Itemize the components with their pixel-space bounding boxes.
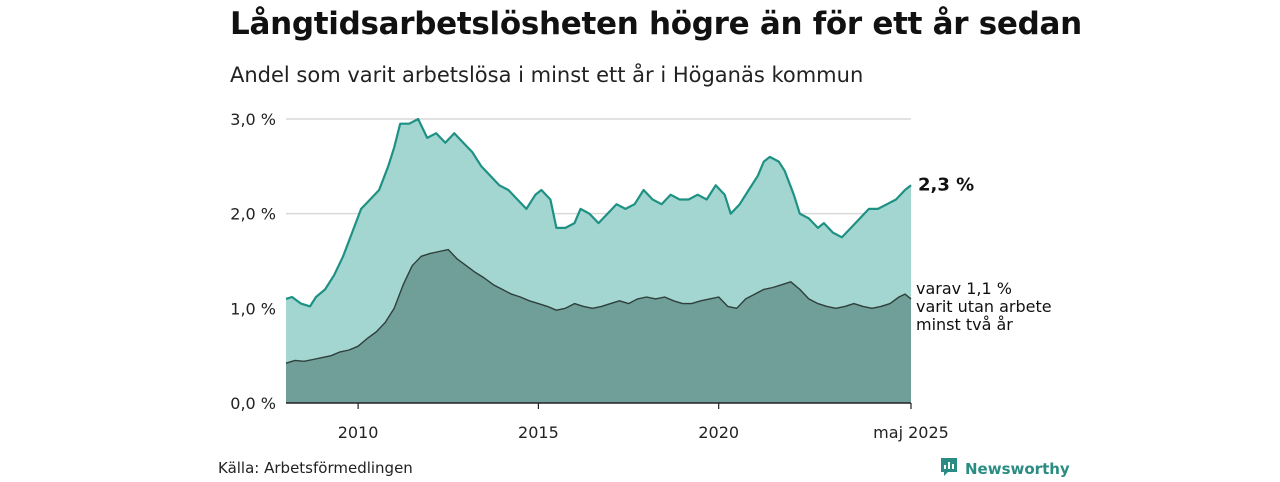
y-tick-label: 0,0 % bbox=[230, 394, 276, 413]
lower-end-label: varav 1,1 % bbox=[916, 279, 1012, 298]
lower-end-label: varit utan arbete bbox=[916, 297, 1052, 316]
area-layer bbox=[286, 119, 911, 403]
y-tick-label: 3,0 % bbox=[230, 110, 276, 129]
x-tick-label: 2015 bbox=[518, 423, 559, 442]
brand[interactable]: Newsworthy bbox=[939, 456, 1070, 482]
x-tick-label: 2020 bbox=[698, 423, 739, 442]
source-label: Källa: Arbetsförmedlingen bbox=[218, 459, 413, 477]
x-tick-label: maj 2025 bbox=[873, 423, 949, 442]
y-tick-label: 2,0 % bbox=[230, 205, 276, 224]
brand-name: Newsworthy bbox=[965, 460, 1070, 478]
upper-end-label: 2,3 % bbox=[918, 174, 974, 195]
x-tick-label: 2010 bbox=[338, 423, 379, 442]
lower-end-label: minst två år bbox=[916, 315, 1013, 334]
y-tick-label: 1,0 % bbox=[230, 299, 276, 318]
newsworthy-logo-icon bbox=[939, 456, 959, 482]
